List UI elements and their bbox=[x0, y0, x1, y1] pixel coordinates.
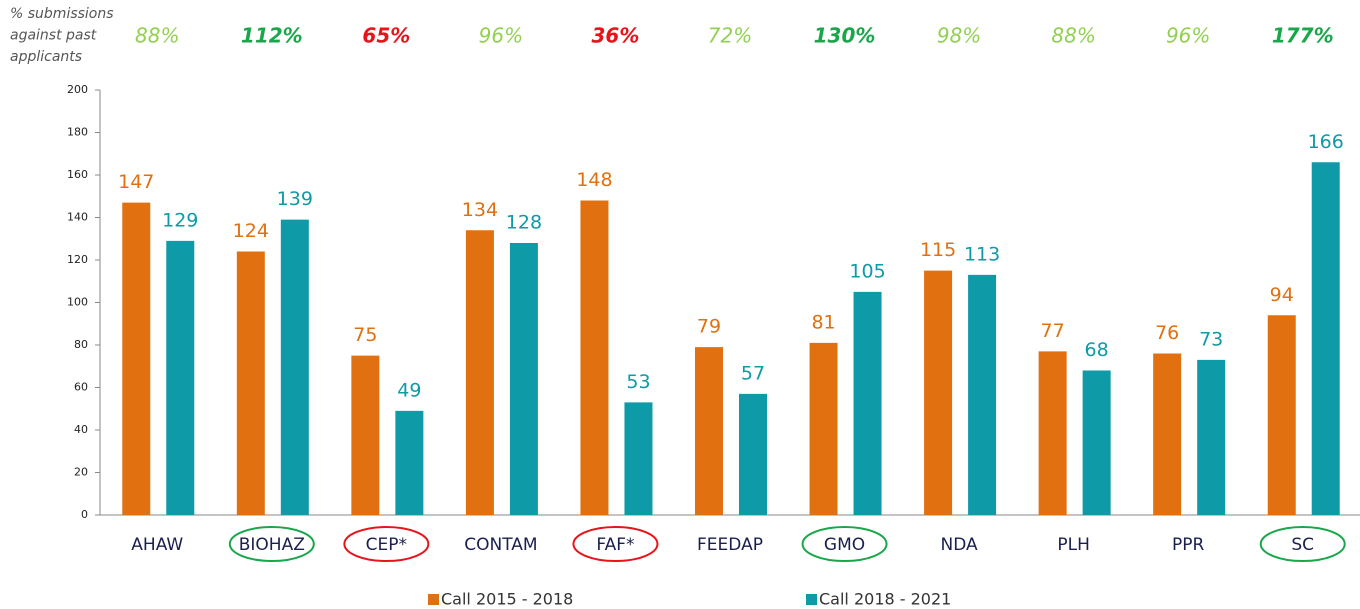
bar bbox=[924, 270, 953, 515]
annotation: 88% bbox=[1051, 24, 1095, 48]
bar bbox=[465, 230, 494, 515]
bar bbox=[580, 200, 609, 515]
annotation: 72% bbox=[708, 24, 752, 48]
bar bbox=[351, 355, 380, 515]
value-label: 81 bbox=[811, 311, 835, 333]
bar bbox=[853, 291, 882, 515]
value-label: 124 bbox=[233, 220, 269, 242]
y-tick-label: 140 bbox=[67, 211, 88, 224]
value-label: 77 bbox=[1041, 320, 1065, 342]
x-tick-label: NDA bbox=[941, 535, 979, 555]
x-tick-label: FEEDAP bbox=[697, 535, 763, 555]
y-tick-label: 60 bbox=[74, 381, 88, 394]
y-tick-label: 80 bbox=[74, 338, 88, 351]
annotation-header: applicants bbox=[10, 49, 82, 65]
annotation: 177% bbox=[1272, 24, 1334, 48]
annotation-header: against past bbox=[10, 28, 97, 44]
bar bbox=[739, 393, 767, 515]
value-label: 148 bbox=[576, 169, 612, 191]
annotation: 65% bbox=[362, 24, 410, 48]
annotation: 96% bbox=[1166, 24, 1210, 48]
bar bbox=[166, 240, 195, 515]
bar bbox=[395, 410, 424, 515]
value-label: 68 bbox=[1085, 339, 1109, 361]
value-label: 73 bbox=[1199, 328, 1223, 350]
y-tick-label: 20 bbox=[74, 466, 88, 479]
bar bbox=[1197, 359, 1226, 515]
y-tick-label: 40 bbox=[74, 423, 88, 436]
x-tick-label: CEP* bbox=[366, 535, 407, 555]
value-label: 147 bbox=[118, 171, 154, 193]
value-label: 49 bbox=[397, 379, 421, 401]
bar bbox=[1082, 370, 1111, 515]
annotation: 96% bbox=[479, 24, 523, 48]
x-tick-label: CONTAM bbox=[464, 535, 537, 555]
y-tick-label: 200 bbox=[67, 83, 88, 96]
value-label: 115 bbox=[920, 239, 956, 261]
y-tick-label: 100 bbox=[67, 296, 88, 309]
bar bbox=[509, 243, 538, 515]
value-label: 105 bbox=[849, 260, 885, 282]
x-tick-label: GMO bbox=[824, 535, 865, 555]
annotation: 130% bbox=[814, 24, 876, 48]
annotation: 36% bbox=[592, 24, 640, 48]
x-tick-label: SC bbox=[1291, 535, 1314, 555]
bar bbox=[1267, 315, 1296, 515]
legend-swatch bbox=[806, 594, 817, 605]
value-label: 113 bbox=[964, 243, 1000, 265]
value-label: 94 bbox=[1270, 284, 1294, 306]
value-label: 129 bbox=[162, 209, 198, 231]
category-circle bbox=[801, 526, 888, 562]
bar bbox=[1153, 353, 1182, 515]
value-label: 134 bbox=[462, 199, 498, 221]
bar bbox=[1311, 162, 1340, 515]
bar bbox=[968, 274, 997, 515]
legend-label: Call 2018 - 2021 bbox=[819, 590, 951, 609]
x-tick-label: BIOHAZ bbox=[239, 535, 305, 555]
x-tick-label: PLH bbox=[1057, 535, 1090, 555]
legend-label: Call 2015 - 2018 bbox=[441, 590, 573, 609]
y-tick-label: 180 bbox=[67, 126, 88, 139]
legend-swatch bbox=[428, 594, 439, 605]
category-circle bbox=[1259, 526, 1346, 562]
annotation: 98% bbox=[937, 24, 981, 48]
x-tick-label: FAF* bbox=[596, 535, 634, 555]
annotation-header: % submissions bbox=[10, 6, 114, 22]
category-circle bbox=[228, 526, 315, 562]
bar bbox=[236, 251, 265, 515]
bar bbox=[695, 347, 723, 515]
bar bbox=[280, 219, 309, 515]
annotation: 88% bbox=[135, 24, 179, 48]
y-tick-label: 0 bbox=[81, 508, 88, 521]
y-tick-label: 160 bbox=[67, 168, 88, 181]
bar bbox=[1038, 351, 1067, 515]
value-label: 76 bbox=[1155, 322, 1179, 344]
annotation: 112% bbox=[241, 24, 303, 48]
value-label: 57 bbox=[741, 362, 765, 384]
bar bbox=[624, 402, 653, 515]
x-tick-label: PPR bbox=[1172, 535, 1205, 555]
category-circle bbox=[572, 526, 659, 562]
bar bbox=[122, 202, 151, 515]
value-label: 139 bbox=[277, 188, 313, 210]
y-tick-label: 120 bbox=[67, 253, 88, 266]
x-tick-label: AHAW bbox=[131, 535, 183, 555]
category-circle bbox=[343, 526, 430, 562]
value-label: 128 bbox=[506, 212, 542, 234]
value-label: 75 bbox=[353, 324, 377, 346]
value-label: 79 bbox=[697, 316, 721, 338]
bar bbox=[809, 342, 838, 515]
value-label: 53 bbox=[626, 371, 650, 393]
value-label: 166 bbox=[1308, 131, 1344, 153]
